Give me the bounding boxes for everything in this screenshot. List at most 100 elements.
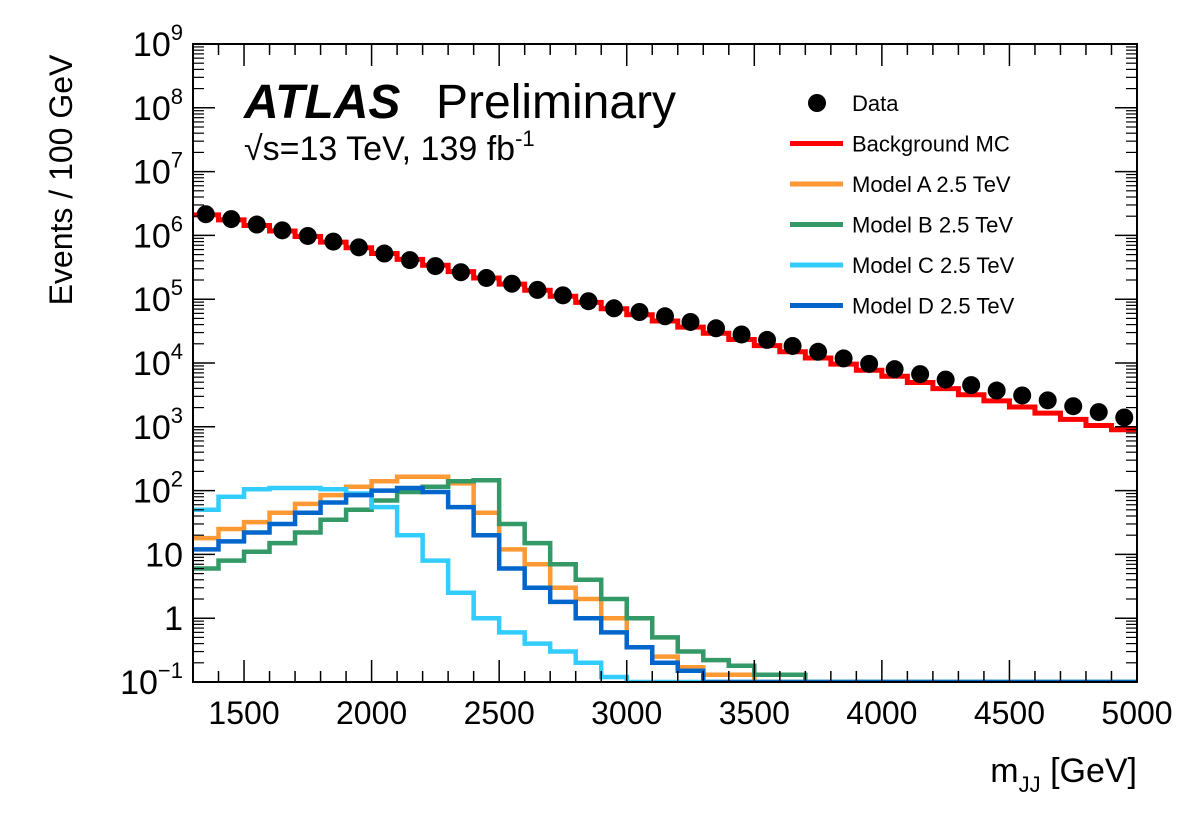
x-tick-label: 3000 (591, 695, 662, 731)
y-axis-label: Events / 100 GeV (43, 54, 79, 305)
x-tick-label: 3500 (719, 695, 790, 731)
data-point (1038, 391, 1057, 410)
legend-item: Data (808, 91, 899, 116)
data-point (630, 303, 649, 322)
series-layer (193, 205, 1137, 682)
x-tick-label: 1500 (208, 695, 279, 731)
data-point (656, 307, 674, 326)
legend: Data Background MC Model A 2.5 TeV Model B … (790, 91, 1015, 319)
y-tick-label-base: 10 (133, 473, 171, 511)
legend-item: Model C 2.5 TeV (790, 253, 1015, 278)
y-tick-label-base: 10 (133, 154, 171, 192)
legend-label: Background MC (852, 132, 1010, 157)
data-point (732, 325, 751, 344)
axes: 1500 2000 2500 3000 3500 4000 4500 500010−11101… (120, 20, 1173, 731)
y-tick-label: 10 (145, 536, 183, 574)
x-tick-label: 2000 (336, 695, 407, 731)
legend-label: Model B 2.5 TeV (852, 213, 1013, 238)
data-point (298, 226, 317, 245)
legend-item: Model B 2.5 TeV (790, 213, 1013, 238)
sqrt-s-text: √s (244, 130, 280, 168)
data-point (707, 319, 726, 338)
data-point (834, 349, 853, 368)
data-point (783, 336, 802, 355)
data-point (885, 360, 904, 379)
x-tick-label: 2500 (464, 695, 535, 731)
y-tick-label-exponent: 9 (171, 20, 183, 45)
y-tick-label-base: 10 (133, 26, 171, 64)
data-point (426, 257, 445, 276)
y-tick-label-exponent: 5 (171, 275, 183, 300)
y-tick-label: 102 (133, 467, 183, 511)
y-tick-label: 109 (133, 20, 183, 64)
y-tick-label-exponent: 7 (171, 148, 183, 173)
y-tick-label: 104 (133, 339, 183, 383)
series-model-b-2-5-tev (193, 478, 1137, 682)
y-tick-label: 10−1 (120, 658, 183, 702)
data-point (247, 215, 266, 234)
data-point (1089, 403, 1108, 422)
series-model-d-2-5-tev (193, 485, 1137, 682)
data-point (1115, 408, 1134, 427)
y-tick-label: 103 (133, 403, 183, 447)
data-point (528, 280, 547, 299)
legend-item: Background MC (790, 132, 1010, 157)
x-axis-label-subscript: JJ (1019, 772, 1041, 797)
x-tick-label: 4000 (846, 695, 917, 731)
x-tick-label: 5000 (1101, 695, 1172, 731)
data-point (1013, 386, 1032, 405)
data-point (375, 244, 394, 263)
y-tick-label-base: 10 (120, 664, 158, 702)
y-tick-label: 106 (133, 211, 183, 255)
y-tick-label: 107 (133, 148, 183, 192)
data-point (273, 221, 292, 240)
preliminary-label: Preliminary (436, 76, 676, 129)
legend-label: Model A 2.5 TeV (852, 172, 1011, 197)
y-tick-label-base: 10 (133, 409, 171, 447)
data-point (477, 268, 496, 287)
data-point (809, 342, 828, 361)
energy-lumi-label: √s=13 TeV, 139 fb-1 (244, 126, 535, 168)
data-point (1064, 397, 1083, 416)
x-tick-label: 4500 (974, 695, 1045, 731)
legend-item: Model A 2.5 TeV (790, 172, 1011, 197)
data-point (196, 205, 215, 224)
y-tick-label-base: 10 (145, 536, 183, 574)
data-point (579, 292, 598, 311)
data-point (911, 365, 930, 384)
legend-item: Model D 2.5 TeV (790, 294, 1015, 319)
data-point (400, 251, 419, 270)
data-point (681, 312, 700, 331)
legend-marker (808, 94, 826, 112)
y-tick-label: 105 (133, 275, 183, 319)
y-tick-label-base: 1 (164, 600, 183, 638)
y-tick-label-base: 10 (133, 281, 171, 319)
data-point (860, 354, 879, 373)
y-tick-label-exponent: 2 (171, 467, 183, 492)
data-point (604, 299, 623, 318)
y-tick-label-exponent: 6 (171, 211, 183, 236)
energy-lumi-text: =13 TeV, 139 fb (280, 130, 515, 168)
legend-label: Model D 2.5 TeV (852, 294, 1015, 319)
data-point (553, 286, 572, 305)
series-model-a-2-5-tev (193, 474, 1137, 682)
data-point (222, 210, 241, 229)
data-point (987, 381, 1006, 400)
data-point (324, 232, 343, 251)
y-tick-label: 108 (133, 84, 183, 128)
data-point (451, 263, 470, 282)
y-tick-label-exponent: 4 (171, 339, 183, 364)
legend-label: Data (852, 91, 899, 116)
x-axis-label-main: m (990, 752, 1018, 790)
y-tick-label-base: 10 (133, 345, 171, 383)
data-point (936, 370, 955, 389)
atlas-label: ATLAS (243, 76, 400, 129)
x-axis-label-unit: [GeV] (1041, 752, 1137, 790)
data-point (502, 274, 521, 293)
data-point (758, 330, 777, 349)
y-tick-label-base: 10 (133, 90, 171, 128)
data-point (349, 238, 368, 257)
lumi-exponent: -1 (515, 126, 535, 151)
y-tick-label: 1 (164, 600, 183, 638)
